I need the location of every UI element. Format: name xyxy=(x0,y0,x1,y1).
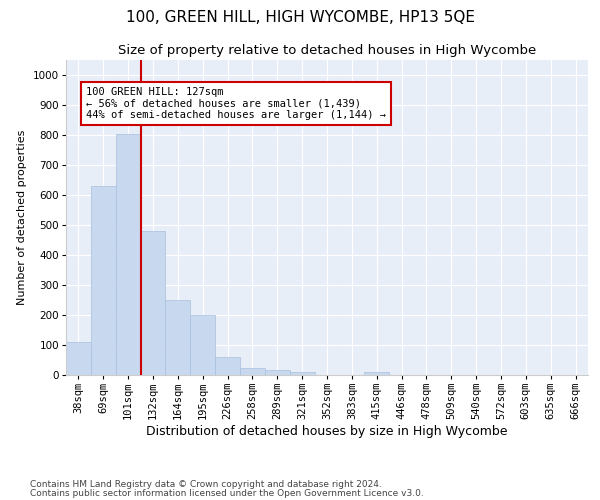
Bar xyxy=(66,342,91,375)
Bar xyxy=(290,372,314,375)
Bar xyxy=(166,300,190,375)
Text: Contains HM Land Registry data © Crown copyright and database right 2024.: Contains HM Land Registry data © Crown c… xyxy=(30,480,382,489)
Bar xyxy=(190,315,215,375)
Bar xyxy=(215,357,240,375)
Text: 100 GREEN HILL: 127sqm
← 56% of detached houses are smaller (1,439)
44% of semi-: 100 GREEN HILL: 127sqm ← 56% of detached… xyxy=(86,87,386,120)
Bar xyxy=(240,368,265,375)
Y-axis label: Number of detached properties: Number of detached properties xyxy=(17,130,28,305)
Bar xyxy=(364,372,389,375)
Bar xyxy=(265,370,290,375)
Text: 100, GREEN HILL, HIGH WYCOMBE, HP13 5QE: 100, GREEN HILL, HIGH WYCOMBE, HP13 5QE xyxy=(125,10,475,25)
Title: Size of property relative to detached houses in High Wycombe: Size of property relative to detached ho… xyxy=(118,44,536,58)
Text: Contains public sector information licensed under the Open Government Licence v3: Contains public sector information licen… xyxy=(30,488,424,498)
Bar xyxy=(91,186,116,375)
X-axis label: Distribution of detached houses by size in High Wycombe: Distribution of detached houses by size … xyxy=(146,425,508,438)
Bar xyxy=(116,134,140,375)
Bar xyxy=(140,231,166,375)
